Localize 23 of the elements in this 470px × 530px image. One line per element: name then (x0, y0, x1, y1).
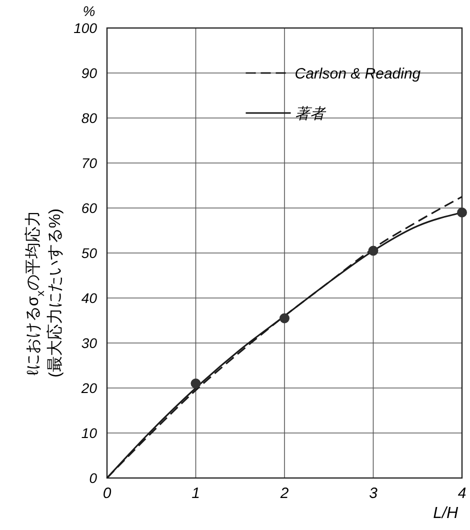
y-tick-label: 70 (81, 154, 98, 171)
point (280, 313, 290, 324)
y-tick-label: 50 (81, 244, 98, 261)
y-tick-label: 10 (81, 424, 98, 441)
y-tick-label: 0 (89, 470, 98, 486)
point (368, 246, 378, 256)
x-tick-label: 0 (102, 485, 112, 502)
y-tick-label: 60 (81, 200, 98, 216)
x-tick-label: 3 (369, 485, 378, 502)
y-tick-label: 40 (81, 290, 98, 306)
point (457, 208, 467, 218)
y-tick-label: 90 (81, 64, 98, 81)
legend-label: 著者 (294, 105, 327, 122)
y-tick-label: 100 (74, 20, 98, 36)
x-axis-title: L/H (433, 505, 458, 522)
x-tick-label: 4 (458, 485, 466, 502)
x-tick-label: 2 (279, 485, 290, 502)
y-tick-label: 30 (81, 334, 98, 351)
point (190, 378, 201, 388)
x-tick-label: 1 (192, 485, 200, 502)
text: % (82, 3, 96, 19)
y-tick-label: 20 (80, 380, 98, 396)
y-tick-label: 80 (81, 110, 98, 126)
